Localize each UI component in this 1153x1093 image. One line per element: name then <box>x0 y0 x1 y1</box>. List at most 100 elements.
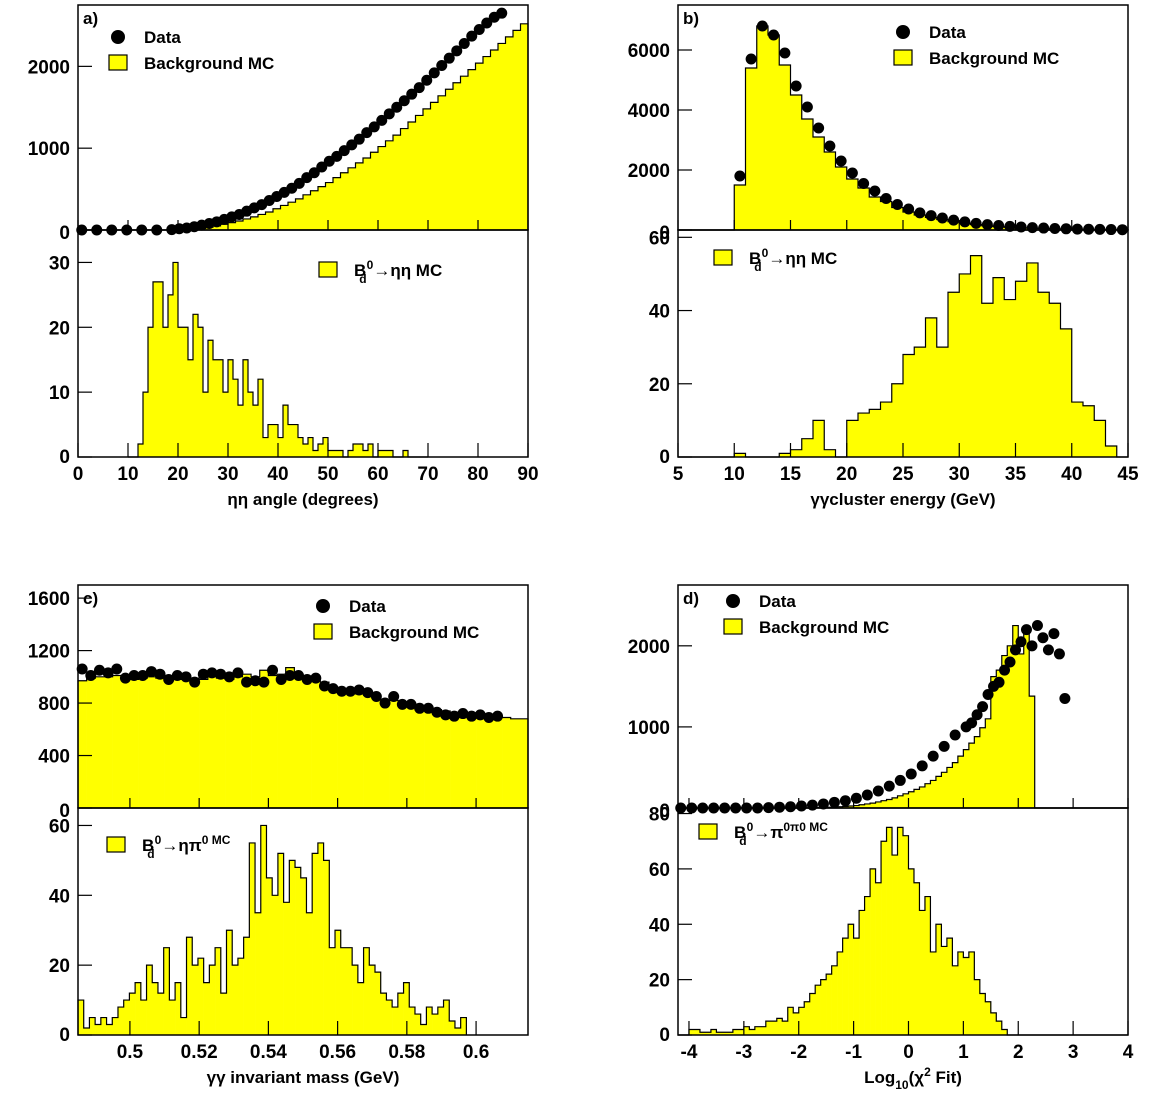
x-tick-label: 0 <box>903 1042 914 1063</box>
hist-bar <box>335 930 342 1035</box>
hist-bar <box>129 993 136 1035</box>
x-tick-label: 40 <box>1061 464 1082 485</box>
hist-bar <box>323 437 329 457</box>
hist-bar <box>842 806 849 808</box>
hist-bar <box>233 379 239 457</box>
legend-marker-data <box>316 599 330 613</box>
data-point <box>421 74 433 86</box>
hist-bar <box>919 786 926 808</box>
data-point <box>406 88 418 100</box>
hist-bar <box>163 947 170 1035</box>
hist-bar <box>1083 405 1095 457</box>
data-point <box>1059 693 1071 705</box>
data-point <box>1038 222 1050 234</box>
hist-bar <box>393 135 401 230</box>
hist-bar <box>787 1007 794 1035</box>
data-point <box>111 663 123 675</box>
hist-bar <box>310 190 319 230</box>
legend-upper: Data Background MC <box>893 23 1059 68</box>
legend-label: Data <box>144 28 181 47</box>
hist-bar <box>188 359 194 457</box>
data-point <box>163 673 175 685</box>
hist-bar <box>318 444 324 457</box>
hist-bar <box>340 947 347 1035</box>
y-tick-label: 20 <box>49 956 70 977</box>
y-tick-label: 2000 <box>628 637 670 658</box>
hist-bar <box>216 678 226 808</box>
hist-bar <box>198 327 204 457</box>
hist-bar <box>178 327 184 457</box>
x-tick-label: 0.58 <box>388 1042 425 1063</box>
x-tick-label: 40 <box>267 464 288 485</box>
hist-bar <box>312 853 319 1035</box>
histogram-upper <box>77 667 529 808</box>
hist-bar <box>756 26 769 230</box>
hist-bar <box>233 676 243 808</box>
data-point <box>858 178 870 189</box>
hist-bar <box>749 1029 756 1035</box>
chart-panel-c: 0 400 800 1200 1600 Data Background MC 0 20 40 60 B… <box>28 584 529 1087</box>
hist-bar <box>208 340 214 457</box>
hist-outline <box>678 255 1128 458</box>
hist-bar <box>403 982 410 1035</box>
hist-bar <box>484 716 494 808</box>
hist-bar <box>152 982 159 1035</box>
hist-bar <box>415 115 424 230</box>
lower-frame <box>77 807 529 1036</box>
hist-bar <box>220 993 227 1035</box>
hist-bar <box>498 43 506 230</box>
data-point <box>481 17 493 29</box>
data-point <box>774 801 786 813</box>
hist-bar <box>734 453 746 457</box>
data-point <box>905 768 917 780</box>
data-point <box>828 796 840 808</box>
hist-bar <box>317 842 324 1035</box>
hist-bar <box>192 965 199 1035</box>
hist-outline <box>678 826 1128 1036</box>
hist-bar <box>1007 645 1014 808</box>
hist-bar <box>340 172 349 230</box>
hist-bar <box>913 789 920 808</box>
data-point <box>362 687 374 699</box>
hist-bar <box>385 140 394 230</box>
hist-bar <box>1012 625 1019 808</box>
hist-bar <box>423 108 431 230</box>
hist-bar <box>804 1001 811 1035</box>
hist-bar <box>952 762 959 808</box>
hist-bar <box>913 882 920 1035</box>
hist-bar <box>801 438 814 457</box>
hist-bar <box>430 102 439 230</box>
hist-bar <box>78 680 87 808</box>
hist-bar <box>1015 281 1028 457</box>
hist-bar <box>259 670 269 808</box>
hist-bar <box>859 804 865 808</box>
hist-bar <box>243 937 250 1035</box>
legend-swatch <box>698 823 718 840</box>
data-point <box>370 691 382 702</box>
hist-bar <box>468 69 476 231</box>
hist-bar <box>974 979 981 1035</box>
x-tick-label: 0.56 <box>319 1042 356 1063</box>
data-point <box>861 789 873 801</box>
data-point <box>327 683 339 695</box>
hist-bar <box>1094 420 1106 457</box>
hist-bar <box>260 825 267 1035</box>
legend-label: Data <box>929 23 966 42</box>
data-point <box>925 210 937 222</box>
hist-bar <box>226 930 233 1035</box>
hist-bar <box>437 1007 444 1035</box>
hist-bar <box>298 437 304 457</box>
data-point <box>249 675 261 687</box>
hist-bar <box>886 827 893 1035</box>
hist-bar <box>502 717 511 808</box>
hist-bar <box>243 218 251 230</box>
hist-bar <box>209 965 216 1035</box>
legend-swatch <box>108 54 128 71</box>
y-tick-label: 40 <box>649 302 670 323</box>
hist-bar <box>846 179 859 230</box>
x-tick-label: 0.54 <box>250 1042 287 1063</box>
hist-bar <box>826 974 832 1035</box>
x-tick-label: 35 <box>1005 464 1027 485</box>
data-point <box>948 214 960 226</box>
x-tick-label: 0.52 <box>181 1042 218 1063</box>
